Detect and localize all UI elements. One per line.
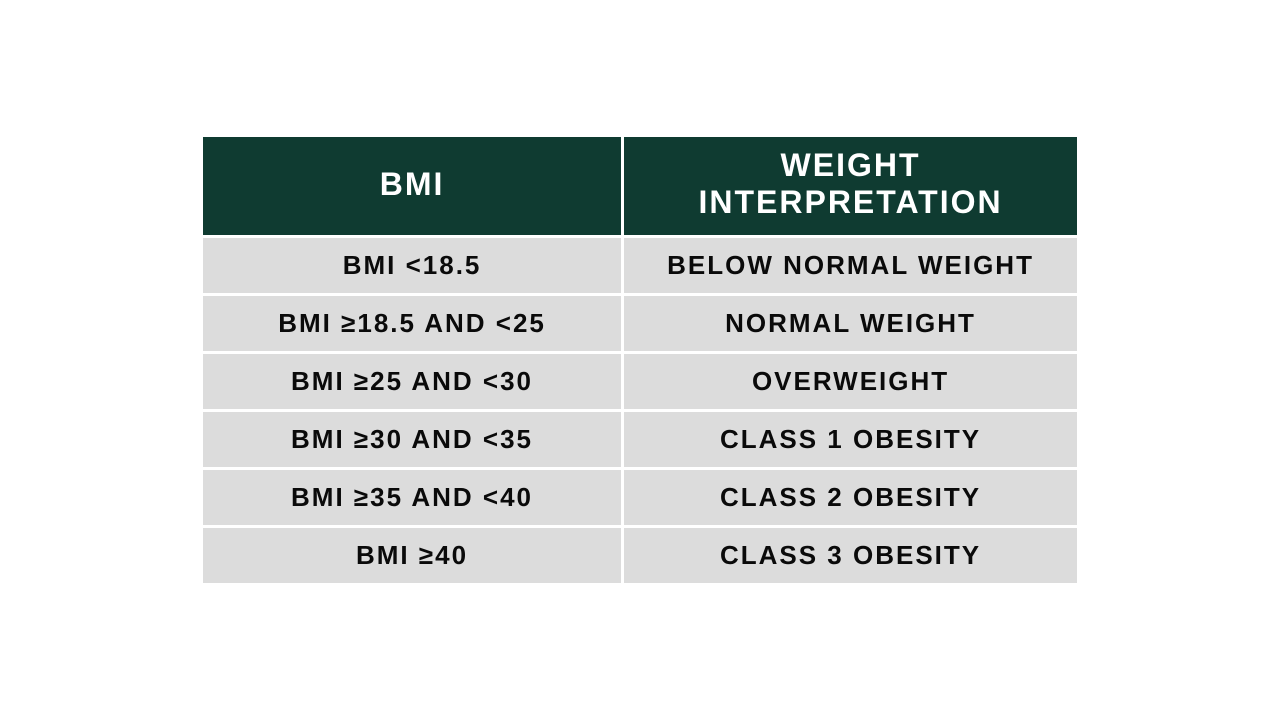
interpretation-cell: Normal Weight [624, 296, 1077, 351]
column-header-interpretation: Weight Interpretation [624, 137, 1077, 235]
bmi-cell: BMI ≥25 and <30 [203, 354, 621, 409]
bmi-cell: BMI ≥35 and <40 [203, 470, 621, 525]
interpretation-cell: Class 2 Obesity [624, 470, 1077, 525]
table-header-row: BMI Weight Interpretation [203, 137, 1077, 235]
table-row: BMI <18.5 Below Normal Weight [203, 238, 1077, 293]
table-row: BMI ≥40 Class 3 Obesity [203, 528, 1077, 583]
table-row: BMI ≥18.5 and <25 Normal Weight [203, 296, 1077, 351]
interpretation-cell: Overweight [624, 354, 1077, 409]
interpretation-cell: Class 3 Obesity [624, 528, 1077, 583]
table-row: BMI ≥30 and <35 Class 1 Obesity [203, 412, 1077, 467]
bmi-table: BMI Weight Interpretation BMI <18.5 Belo… [200, 134, 1080, 586]
interpretation-cell: Class 1 Obesity [624, 412, 1077, 467]
bmi-cell: BMI <18.5 [203, 238, 621, 293]
bmi-cell: BMI ≥40 [203, 528, 621, 583]
column-header-bmi: BMI [203, 137, 621, 235]
interpretation-cell: Below Normal Weight [624, 238, 1077, 293]
table-row: BMI ≥35 and <40 Class 2 Obesity [203, 470, 1077, 525]
bmi-cell: BMI ≥18.5 and <25 [203, 296, 621, 351]
table-row: BMI ≥25 and <30 Overweight [203, 354, 1077, 409]
bmi-cell: BMI ≥30 and <35 [203, 412, 621, 467]
bmi-table-container: BMI Weight Interpretation BMI <18.5 Belo… [200, 134, 1080, 586]
